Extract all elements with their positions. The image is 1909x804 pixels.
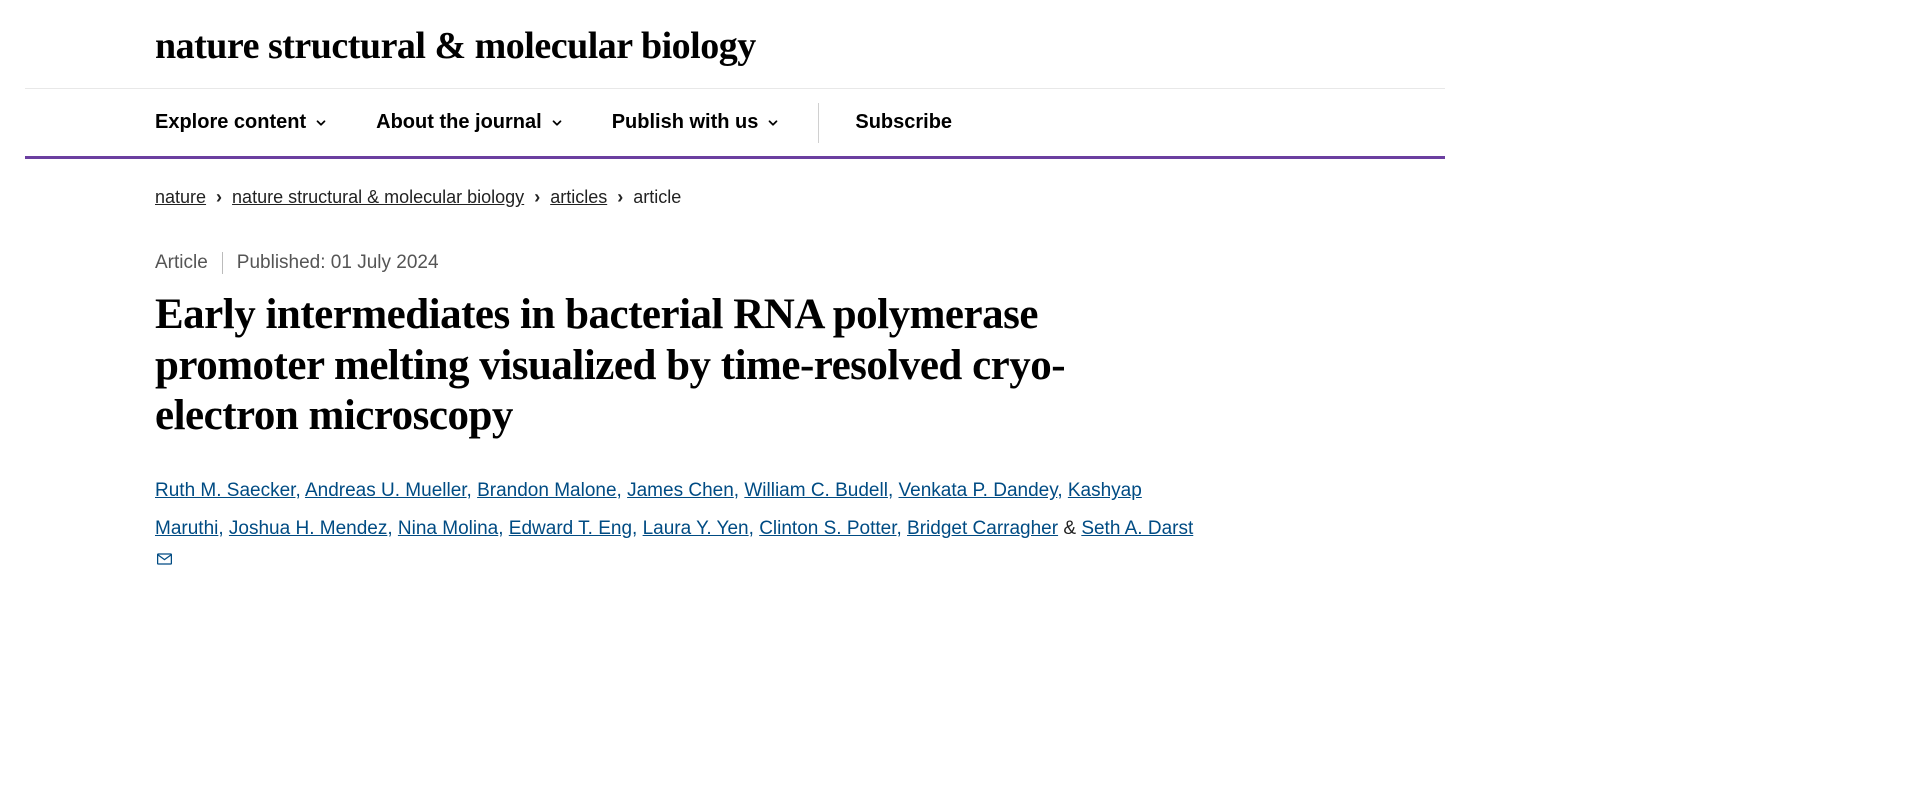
breadcrumb-item[interactable]: nature structural & molecular biology <box>232 187 524 207</box>
author-link[interactable]: Edward T. Eng <box>509 518 632 539</box>
nav-item-label: Explore content <box>155 111 306 134</box>
author-list: Ruth M. Saecker, Andreas U. Mueller, Bra… <box>155 460 1205 586</box>
published-date: Published: 01 July 2024 <box>237 252 439 274</box>
author-link[interactable]: Andreas U. Mueller <box>305 480 467 501</box>
author-link[interactable]: Joshua H. Mendez <box>229 518 387 539</box>
breadcrumb-item: article <box>633 187 681 207</box>
breadcrumb: nature › nature structural & molecular bio… <box>155 159 1315 216</box>
meta-divider <box>222 252 223 274</box>
article-meta: Article Published: 01 July 2024 <box>155 216 1315 284</box>
nav-item-label: Publish with us <box>612 111 759 134</box>
author-link[interactable]: James Chen <box>627 480 734 501</box>
nav-divider <box>818 103 819 143</box>
mail-icon[interactable] <box>157 553 172 565</box>
nav-item-about-the-journal[interactable]: About the journal <box>376 89 564 156</box>
chevron-down-icon <box>766 116 780 130</box>
breadcrumb-separator: › <box>617 187 623 207</box>
article-type: Article <box>155 252 208 274</box>
author-link[interactable]: Bridget Carragher <box>907 518 1058 539</box>
author-link[interactable]: Seth A. Darst <box>1081 518 1193 539</box>
nav-item-publish-with-us[interactable]: Publish with us <box>612 89 781 156</box>
chevron-down-icon <box>550 116 564 130</box>
author-link[interactable]: Brandon Malone <box>477 480 616 501</box>
subscribe-link[interactable]: Subscribe <box>855 89 952 156</box>
chevron-down-icon <box>314 116 328 130</box>
author-link[interactable]: Clinton S. Potter <box>759 518 896 539</box>
breadcrumb-item[interactable]: nature <box>155 187 206 207</box>
breadcrumb-separator: › <box>216 187 222 207</box>
main-nav: Explore content About the journal Publish … <box>25 88 1445 159</box>
breadcrumb-separator: › <box>534 187 540 207</box>
author-link[interactable]: William C. Budell <box>744 480 888 501</box>
article-title: Early intermediates in bacterial RNA pol… <box>155 284 1165 460</box>
author-separator: & <box>1058 518 1081 539</box>
nav-item-label: About the journal <box>376 111 542 134</box>
journal-title[interactable]: nature structural & molecular biology <box>155 0 1315 88</box>
author-link[interactable]: Ruth M. Saecker <box>155 480 295 501</box>
author-link[interactable]: Laura Y. Yen <box>643 518 749 539</box>
author-link[interactable]: Nina Molina <box>398 518 498 539</box>
author-link[interactable]: Venkata P. Dandey <box>899 480 1058 501</box>
nav-item-explore-content[interactable]: Explore content <box>155 89 328 156</box>
breadcrumb-item[interactable]: articles <box>550 187 607 207</box>
